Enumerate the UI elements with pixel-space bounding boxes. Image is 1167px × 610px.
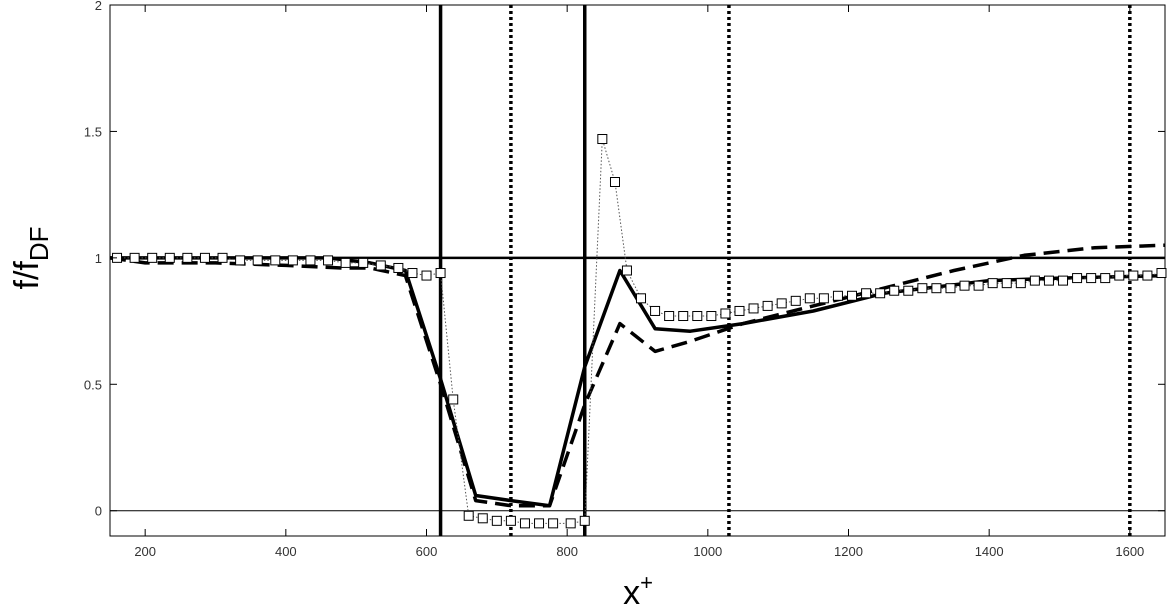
data-point-square xyxy=(534,518,545,529)
x-tick-label: 1200 xyxy=(834,544,863,559)
data-point-square xyxy=(692,311,703,322)
data-point-square xyxy=(1072,273,1083,284)
y-tick-label: 1 xyxy=(95,251,102,266)
data-point-square xyxy=(435,268,446,279)
data-point-square xyxy=(664,311,675,322)
data-point-square xyxy=(217,252,228,263)
data-point-square xyxy=(579,515,590,526)
data-point-square xyxy=(959,280,970,291)
data-point-square xyxy=(358,257,369,268)
data-point-square xyxy=(393,262,404,273)
data-point-square xyxy=(323,255,334,266)
series-line-2-dashed xyxy=(109,243,1166,508)
data-point-square xyxy=(548,518,559,529)
data-point-square xyxy=(1029,275,1040,286)
data-point-square xyxy=(147,252,158,263)
data-point-square xyxy=(945,283,956,294)
data-point-square xyxy=(818,293,829,304)
y-axis-title-main: f/f xyxy=(8,261,46,290)
y-axis-title-sub: DF xyxy=(24,226,54,261)
plot-area xyxy=(109,4,1166,537)
data-point-square xyxy=(987,278,998,289)
x-tick-label: 200 xyxy=(134,544,156,559)
data-point-square xyxy=(621,265,632,276)
data-point-square xyxy=(1100,273,1111,284)
data-point-square xyxy=(491,515,502,526)
data-point-square xyxy=(1015,278,1026,289)
data-point-square xyxy=(182,252,193,263)
y-tick-label: 1.5 xyxy=(84,124,102,139)
data-point-square xyxy=(252,255,263,266)
x-tick-label: 1000 xyxy=(693,544,722,559)
series-line-1-solid xyxy=(110,256,1166,508)
marker-layer xyxy=(112,134,1167,529)
x-tick-label: 400 xyxy=(275,544,297,559)
data-point-square xyxy=(734,305,745,316)
x-axis: 200 400 600 800 1000 1200 1400 1600 xyxy=(134,5,1144,559)
y-axis-title: f/fDF xyxy=(8,226,54,289)
x-axis-title: x+ xyxy=(623,570,653,610)
data-point-square xyxy=(650,305,661,316)
data-point-square xyxy=(463,510,474,521)
data-point-square xyxy=(832,290,843,301)
data-point-square xyxy=(609,177,620,187)
data-point-square xyxy=(889,285,900,296)
data-point-square xyxy=(804,293,815,304)
y-tick-label: 2 xyxy=(95,0,102,13)
data-point-square xyxy=(199,252,210,263)
data-point-square xyxy=(678,311,689,322)
data-point-square xyxy=(1043,275,1054,286)
data-point-square xyxy=(164,252,175,263)
data-point-square xyxy=(875,288,886,299)
x-tick-label: 600 xyxy=(416,544,438,559)
data-point-square xyxy=(973,280,984,291)
data-point-square xyxy=(407,268,418,279)
data-point-square xyxy=(706,311,717,322)
data-point-square xyxy=(519,518,530,529)
data-point-square xyxy=(917,283,928,294)
data-point-square xyxy=(931,283,942,294)
data-point-square xyxy=(375,260,386,271)
data-point-square xyxy=(477,513,488,524)
data-point-square xyxy=(861,288,872,299)
x-tick-label: 800 xyxy=(556,544,578,559)
data-point-square xyxy=(270,255,281,266)
data-point-square xyxy=(287,255,298,266)
data-point-square xyxy=(1156,268,1167,279)
y-tick-label: 0 xyxy=(95,504,102,519)
data-point-square xyxy=(421,270,432,281)
data-point-square xyxy=(448,394,459,405)
data-point-square xyxy=(1114,270,1125,281)
data-point-square xyxy=(720,308,731,319)
data-point-square xyxy=(597,134,608,145)
data-point-square xyxy=(636,293,647,304)
data-point-square xyxy=(1142,270,1153,281)
data-point-square xyxy=(790,295,801,306)
data-point-square xyxy=(565,518,576,529)
data-point-square xyxy=(129,252,140,263)
data-point-square xyxy=(1058,275,1069,286)
data-point-square xyxy=(505,515,516,526)
data-point-square xyxy=(847,290,858,301)
x-tick-label: 1400 xyxy=(975,544,1004,559)
x-tick-label: 1600 xyxy=(1115,544,1144,559)
data-point-square xyxy=(903,285,914,296)
data-point-square xyxy=(762,300,773,311)
data-point-square xyxy=(305,255,316,266)
y-axis: 0 0.5 1 1.5 2 xyxy=(84,0,1165,519)
data-point-square xyxy=(1086,273,1097,284)
plot-frame xyxy=(109,4,1166,537)
data-point-square xyxy=(1128,270,1139,281)
data-point-square xyxy=(748,303,759,314)
x-axis-title-main: x xyxy=(623,574,640,610)
y-tick-label: 0.5 xyxy=(84,377,102,392)
x-axis-title-sup: + xyxy=(640,570,653,595)
data-point-square xyxy=(776,298,787,309)
data-point-square xyxy=(1001,278,1012,289)
data-point-square xyxy=(340,257,351,268)
data-point-square xyxy=(235,255,246,266)
